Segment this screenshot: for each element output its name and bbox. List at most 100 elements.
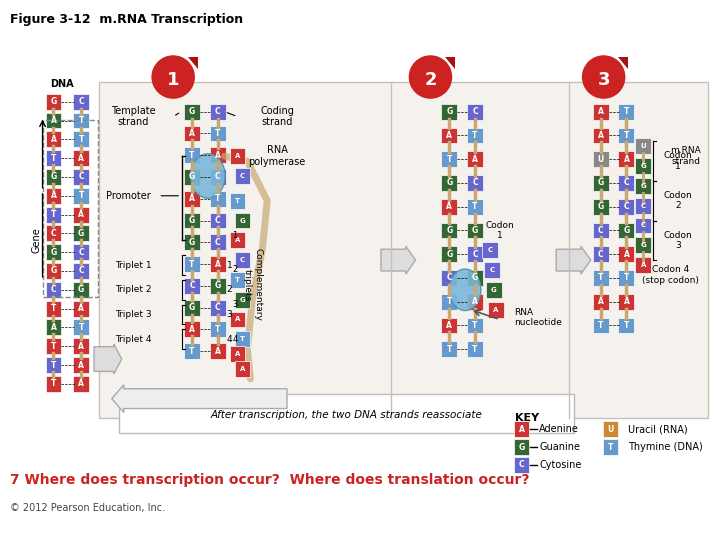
FancyBboxPatch shape <box>230 272 246 288</box>
Text: C: C <box>50 229 56 238</box>
Text: C: C <box>215 107 220 116</box>
Text: A: A <box>235 316 240 322</box>
FancyBboxPatch shape <box>467 104 483 119</box>
Text: Adenine: Adenine <box>539 424 579 434</box>
Text: 2: 2 <box>227 285 233 294</box>
Text: C: C <box>240 257 245 263</box>
FancyBboxPatch shape <box>184 191 200 207</box>
FancyBboxPatch shape <box>73 376 89 392</box>
FancyBboxPatch shape <box>73 357 89 373</box>
FancyBboxPatch shape <box>73 282 89 298</box>
FancyBboxPatch shape <box>73 338 89 354</box>
FancyBboxPatch shape <box>210 125 225 141</box>
FancyBboxPatch shape <box>45 320 61 335</box>
Text: T: T <box>446 154 452 164</box>
FancyBboxPatch shape <box>603 439 618 455</box>
Text: T: T <box>78 135 84 144</box>
Text: T: T <box>472 321 477 330</box>
Text: Coding
strand: Coding strand <box>260 106 294 127</box>
Text: A: A <box>598 131 603 140</box>
Polygon shape <box>618 57 629 69</box>
FancyBboxPatch shape <box>635 198 651 214</box>
FancyBboxPatch shape <box>593 222 608 238</box>
FancyBboxPatch shape <box>210 256 225 272</box>
FancyBboxPatch shape <box>210 104 225 119</box>
Text: Codon
2: Codon 2 <box>664 191 692 211</box>
Ellipse shape <box>191 154 225 198</box>
FancyBboxPatch shape <box>235 332 251 347</box>
Text: C: C <box>624 202 629 211</box>
FancyBboxPatch shape <box>210 213 225 228</box>
Text: T: T <box>472 345 477 354</box>
FancyBboxPatch shape <box>45 169 61 185</box>
FancyBboxPatch shape <box>184 125 200 141</box>
Text: After transcription, the two DNA strands reassociate: After transcription, the two DNA strands… <box>210 410 482 421</box>
FancyBboxPatch shape <box>73 226 89 241</box>
FancyBboxPatch shape <box>618 222 634 238</box>
FancyBboxPatch shape <box>210 169 225 185</box>
FancyBboxPatch shape <box>635 178 651 194</box>
Text: A: A <box>189 325 195 334</box>
Text: T: T <box>50 154 56 163</box>
Text: T: T <box>50 304 56 313</box>
FancyBboxPatch shape <box>513 439 529 455</box>
Text: m.RNA
strand: m.RNA strand <box>670 146 701 166</box>
FancyBboxPatch shape <box>467 270 483 286</box>
Text: Triplet 3: Triplet 3 <box>115 310 152 319</box>
Text: T: T <box>598 321 603 330</box>
Text: C: C <box>446 273 452 282</box>
Text: Gene: Gene <box>32 227 42 253</box>
FancyBboxPatch shape <box>467 222 483 238</box>
FancyBboxPatch shape <box>235 168 251 184</box>
FancyBboxPatch shape <box>230 193 246 208</box>
Text: G: G <box>50 266 57 275</box>
FancyBboxPatch shape <box>467 175 483 191</box>
Text: T: T <box>446 345 452 354</box>
Text: A: A <box>446 131 452 140</box>
FancyBboxPatch shape <box>593 151 608 167</box>
Text: G: G <box>598 178 604 187</box>
FancyBboxPatch shape <box>488 302 504 318</box>
Text: A: A <box>78 210 84 219</box>
FancyBboxPatch shape <box>45 376 61 392</box>
FancyBboxPatch shape <box>45 282 61 298</box>
Text: G: G <box>240 218 246 224</box>
FancyBboxPatch shape <box>618 127 634 143</box>
Text: A: A <box>446 321 452 330</box>
Text: Figure 3-12  m.RNA Transcription: Figure 3-12 m.RNA Transcription <box>10 13 243 26</box>
FancyBboxPatch shape <box>184 300 200 315</box>
Text: Triplet 2: Triplet 2 <box>115 285 152 294</box>
Text: A: A <box>472 297 478 306</box>
Text: T: T <box>624 107 629 116</box>
Text: A: A <box>50 135 56 144</box>
FancyBboxPatch shape <box>467 127 483 143</box>
Text: 1: 1 <box>233 231 238 240</box>
FancyBboxPatch shape <box>73 320 89 335</box>
Text: A: A <box>50 323 56 332</box>
Text: T: T <box>598 273 603 282</box>
Text: C: C <box>598 226 603 235</box>
FancyBboxPatch shape <box>73 188 89 204</box>
Text: A: A <box>472 154 478 164</box>
Text: C: C <box>50 285 56 294</box>
FancyBboxPatch shape <box>635 218 651 233</box>
FancyBboxPatch shape <box>441 104 457 119</box>
FancyBboxPatch shape <box>230 148 246 164</box>
FancyBboxPatch shape <box>618 270 634 286</box>
Text: G: G <box>240 296 246 303</box>
Text: RNA
nucleotide: RNA nucleotide <box>515 308 562 327</box>
Text: A: A <box>50 191 56 200</box>
Text: C: C <box>518 461 524 469</box>
Text: T: T <box>78 191 84 200</box>
FancyBboxPatch shape <box>618 294 634 309</box>
FancyBboxPatch shape <box>73 131 89 147</box>
FancyBboxPatch shape <box>45 301 61 316</box>
FancyBboxPatch shape <box>45 263 61 279</box>
Text: G: G <box>472 273 478 282</box>
Text: A: A <box>215 151 220 160</box>
FancyBboxPatch shape <box>210 321 225 338</box>
Text: A: A <box>78 154 84 163</box>
FancyBboxPatch shape <box>593 175 608 191</box>
Text: A: A <box>189 129 195 138</box>
Text: G: G <box>472 226 478 235</box>
